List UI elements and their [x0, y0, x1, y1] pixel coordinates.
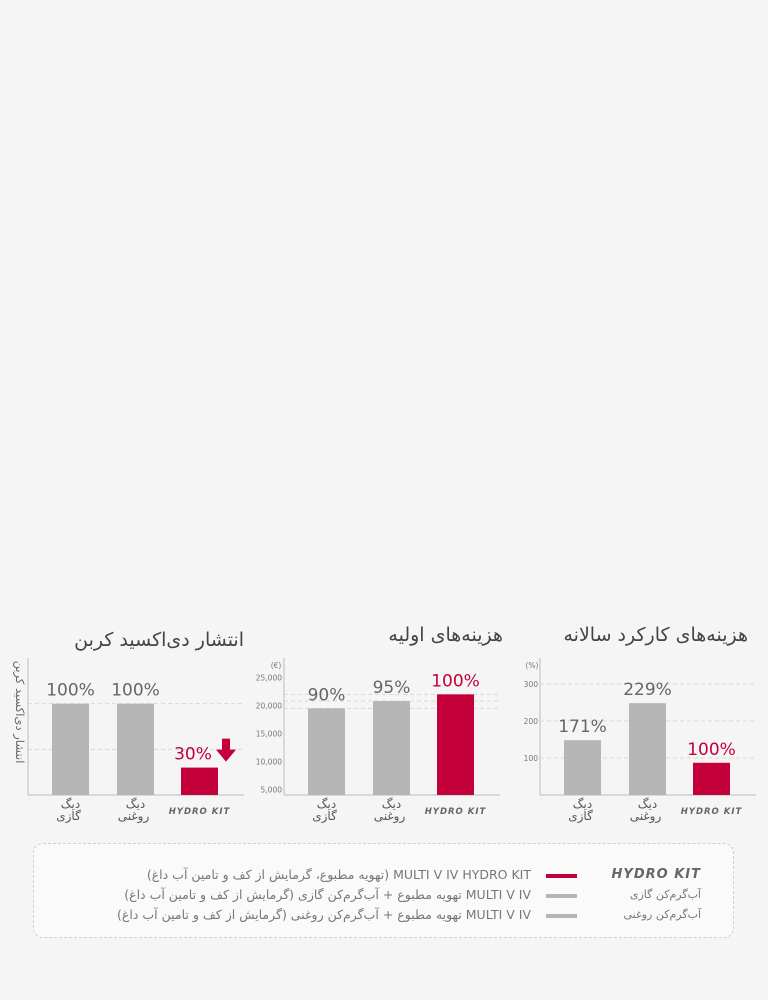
- bar: [181, 767, 218, 795]
- legend-label: آب‌گرم‌کن روغنی: [623, 908, 702, 921]
- co2-emission-chart: انتشار دی‌اکسید کربن 100% دیگ گازی 100% دیگ رو…: [12, 658, 244, 824]
- legend-item-gas: MULTI V IV تهویه مطبوع + آب‌گرم‌کن گازی …: [34, 887, 734, 907]
- bar: [373, 701, 410, 795]
- initial-cost-chart: 25,000 20,000 15,000 10,000 5,000 (€) 90% دیگ گا…: [256, 658, 500, 824]
- data-label: 229%: [623, 680, 672, 700]
- y-tick-label: 25,000: [256, 674, 282, 683]
- legend-box: MULTI V IV HYDRO KIT (تهویه مطبوع، گرمای…: [33, 843, 734, 938]
- legend-label: آب‌گرم‌کن گازی: [629, 888, 701, 901]
- bar: [437, 694, 474, 795]
- data-label: 100%: [111, 681, 160, 701]
- running-cost-chart: 300 200 100 (%) 171% دیگ گازی 229% دیگ روغنی 100% H…: [524, 658, 756, 824]
- down-arrow-icon: [216, 738, 236, 762]
- hydro-kit-logo: HYDRO KIT: [611, 867, 701, 882]
- data-label: 95%: [373, 678, 411, 698]
- y-axis-label: انتشار دی‌اکسید کربن: [12, 661, 27, 764]
- category-label: دیگ روغنی: [630, 797, 662, 824]
- y-tick-label: 15,000: [256, 729, 282, 738]
- legend-description: MULTI V IV تهویه مطبوع + آب‌گرم‌کن روغنی…: [117, 907, 531, 922]
- legend-swatch-gray: [546, 894, 577, 898]
- category-label: دیگ روغنی: [374, 797, 406, 824]
- y-tick-label: 300: [524, 680, 539, 689]
- data-label: 100%: [687, 740, 736, 760]
- bar: [629, 703, 666, 795]
- hydro-kit-category-label: HYDRO KIT: [681, 807, 743, 817]
- data-label: 100%: [46, 681, 95, 701]
- y-tick-label: 20,000: [256, 702, 282, 711]
- legend-swatch-gray: [546, 914, 577, 918]
- data-label: 100%: [431, 671, 480, 691]
- running-cost-chart-title: هزینه‌های کارکرد سالانه: [563, 624, 749, 646]
- initial-cost-chart-title: هزینه‌های اولیه: [388, 624, 503, 646]
- y-tick-label: 5,000: [261, 785, 283, 794]
- bar: [117, 703, 154, 795]
- legend-swatch-red: [546, 874, 577, 878]
- data-label: 30%: [174, 745, 212, 765]
- legend-description: MULTI V IV تهویه مطبوع + آب‌گرم‌کن گازی …: [124, 887, 531, 902]
- bar: [308, 708, 345, 795]
- y-unit-label: (%): [526, 661, 539, 670]
- y-tick-label: 10,000: [256, 757, 282, 766]
- co2-chart-title: انتشار دی‌اکسید کربن: [74, 629, 244, 651]
- y-tick-label: 100: [524, 754, 539, 763]
- data-label: 171%: [558, 717, 607, 737]
- category-label: دیگ گازی: [312, 797, 337, 824]
- category-label: دیگ روغنی: [118, 797, 150, 824]
- y-tick-label: 200: [524, 717, 539, 726]
- bar: [52, 703, 89, 795]
- y-unit-label: (€): [271, 661, 282, 670]
- category-label: دیگ گازی: [568, 797, 593, 824]
- legend-description: MULTI V IV HYDRO KIT (تهویه مطبوع، گرمای…: [146, 867, 531, 882]
- hydro-kit-category-label: HYDRO KIT: [425, 807, 487, 817]
- category-label: دیگ گازی: [56, 797, 81, 824]
- bar: [693, 762, 730, 795]
- hydro-kit-category-label: HYDRO KIT: [169, 807, 231, 817]
- bar: [564, 740, 601, 795]
- data-label: 90%: [308, 685, 346, 705]
- legend-item-hydro-kit: MULTI V IV HYDRO KIT (تهویه مطبوع، گرمای…: [34, 867, 734, 887]
- legend-item-oil: MULTI V IV تهویه مطبوع + آب‌گرم‌کن روغنی…: [34, 907, 734, 927]
